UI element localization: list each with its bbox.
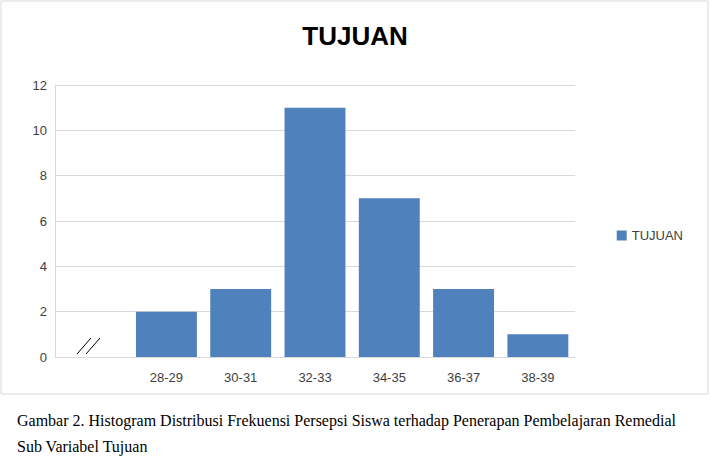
- svg-text:2: 2: [40, 304, 47, 319]
- svg-text:TUJUAN: TUJUAN: [302, 21, 407, 51]
- svg-text:34-35: 34-35: [373, 370, 406, 385]
- svg-text:28-29: 28-29: [150, 370, 183, 385]
- svg-text:0: 0: [40, 350, 47, 365]
- svg-text:Gambar 2. Histogram Distribusi: Gambar 2. Histogram Distribusi Frekuensi…: [17, 412, 680, 430]
- svg-text:36-37: 36-37: [447, 370, 480, 385]
- svg-text:8: 8: [40, 168, 47, 183]
- svg-text:32-33: 32-33: [298, 370, 331, 385]
- svg-text:6: 6: [40, 214, 47, 229]
- svg-text:4: 4: [40, 259, 47, 274]
- svg-text:12: 12: [33, 78, 47, 93]
- svg-text:30-31: 30-31: [224, 370, 257, 385]
- svg-text:10: 10: [33, 123, 47, 138]
- svg-text:38-39: 38-39: [521, 370, 554, 385]
- svg-text:TUJUAN: TUJUAN: [632, 228, 683, 243]
- svg-text:Sub Variabel Tujuan: Sub Variabel Tujuan: [17, 438, 147, 456]
